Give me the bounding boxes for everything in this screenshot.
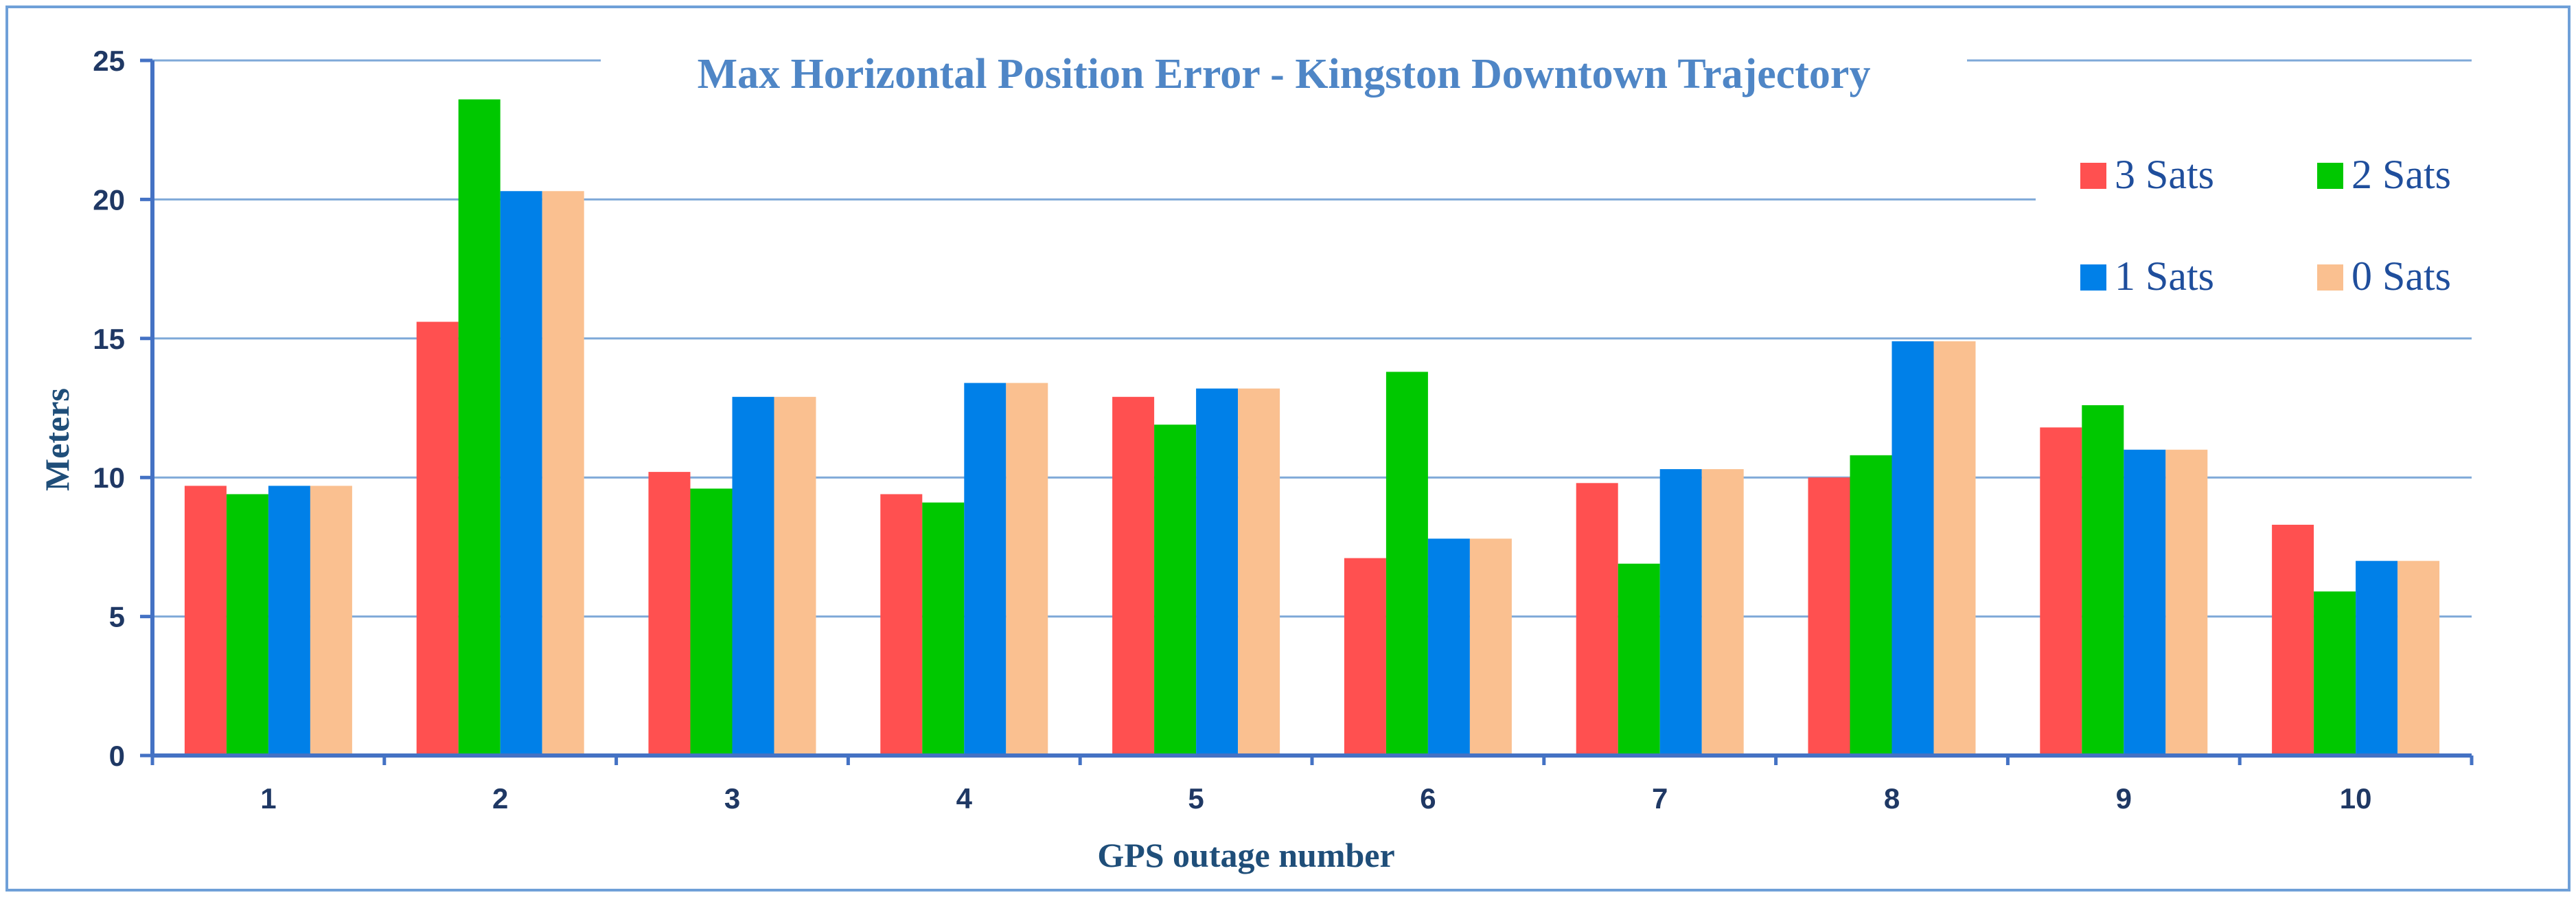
bar-2-sats-outage-7 bbox=[1618, 563, 1660, 756]
y-tick-label: 15 bbox=[93, 323, 125, 355]
legend-label: 2 Sats bbox=[2351, 152, 2451, 197]
bar-1-sats-outage-1 bbox=[268, 486, 310, 756]
x-axis-label: GPS outage number bbox=[1097, 836, 1394, 874]
bar-0-sats-outage-6 bbox=[1469, 538, 1512, 756]
bar-1-sats-outage-7 bbox=[1659, 469, 1702, 756]
axes bbox=[150, 60, 2474, 765]
bar-1-sats-outage-10 bbox=[2356, 560, 2398, 756]
bar-2-sats-outage-5 bbox=[1154, 424, 1197, 756]
x-tick-label: 8 bbox=[1884, 782, 1900, 815]
bar-3-sats-outage-3 bbox=[648, 472, 691, 756]
x-tick-label: 4 bbox=[956, 782, 973, 815]
bar-0-sats-outage-7 bbox=[1701, 469, 1744, 756]
x-tick-label: 7 bbox=[1652, 782, 1668, 815]
bar-3-sats-outage-5 bbox=[1112, 396, 1155, 756]
bar-2-sats-outage-10 bbox=[2314, 591, 2356, 756]
bar-1-sats-outage-8 bbox=[1891, 341, 1934, 756]
x-tick-label: 2 bbox=[492, 782, 508, 815]
bar-2-sats-outage-8 bbox=[1850, 455, 1892, 756]
y-tick-label: 10 bbox=[93, 462, 125, 494]
y-tick-label: 5 bbox=[109, 601, 125, 633]
bar-2-sats-outage-1 bbox=[226, 494, 268, 756]
bar-0-sats-outage-8 bbox=[1933, 341, 1976, 756]
y-axis-label: Meters bbox=[38, 388, 76, 491]
legend: 3 Sats 2 Sats 1 Sats 0 Sats bbox=[2036, 135, 2472, 334]
y-tick-labels: 0 5 10 15 20 25 bbox=[93, 45, 125, 772]
x-tick-label: 9 bbox=[2116, 782, 2132, 815]
bar-0-sats-outage-2 bbox=[542, 191, 584, 756]
bar-2-sats-outage-2 bbox=[458, 99, 501, 756]
bar-0-sats-outage-1 bbox=[310, 486, 352, 756]
bar-0-sats-outage-4 bbox=[1006, 383, 1048, 756]
bar-1-sats-outage-2 bbox=[500, 191, 542, 756]
bar-1-sats-outage-5 bbox=[1196, 388, 1239, 756]
bar-3-sats-outage-10 bbox=[2272, 525, 2314, 756]
bar-3-sats-outage-4 bbox=[880, 494, 923, 756]
bar-2-sats-outage-6 bbox=[1385, 372, 1428, 756]
x-tick-label: 10 bbox=[2340, 782, 2372, 815]
x-tick-labels: 1 2 3 4 5 6 7 8 9 10 bbox=[260, 782, 2371, 815]
legend-swatch bbox=[2080, 264, 2106, 291]
y-tick-label: 25 bbox=[93, 45, 125, 77]
bar-3-sats-outage-6 bbox=[1344, 558, 1386, 756]
legend-swatch bbox=[2317, 163, 2343, 189]
x-tick-label: 6 bbox=[1420, 782, 1436, 815]
bar-2-sats-outage-4 bbox=[922, 502, 965, 756]
bar-3-sats-outage-8 bbox=[1808, 477, 1850, 756]
bar-3-sats-outage-2 bbox=[416, 321, 459, 756]
legend-label: 1 Sats bbox=[2115, 253, 2214, 299]
bar-0-sats-outage-9 bbox=[2165, 449, 2208, 756]
x-tick-label: 1 bbox=[260, 782, 276, 815]
bar-1-sats-outage-3 bbox=[732, 396, 774, 756]
legend-label: 0 Sats bbox=[2351, 253, 2451, 299]
legend-label: 3 Sats bbox=[2115, 152, 2214, 197]
bar-1-sats-outage-4 bbox=[964, 383, 1007, 756]
legend-swatch bbox=[2317, 264, 2343, 291]
bars bbox=[184, 99, 2440, 756]
bar-1-sats-outage-6 bbox=[1427, 538, 1470, 756]
bar-1-sats-outage-9 bbox=[2124, 449, 2166, 756]
x-tick-label: 5 bbox=[1188, 782, 1204, 815]
bar-0-sats-outage-3 bbox=[774, 396, 816, 756]
bar-2-sats-outage-3 bbox=[690, 488, 733, 756]
title-background bbox=[601, 41, 1967, 113]
y-tick-label: 20 bbox=[93, 183, 125, 216]
chart-title: Max Horizontal Position Error - Kingston… bbox=[698, 51, 1871, 98]
bar-3-sats-outage-7 bbox=[1576, 483, 1618, 756]
legend-swatch bbox=[2080, 163, 2106, 189]
bar-2-sats-outage-9 bbox=[2082, 405, 2124, 756]
bar-3-sats-outage-9 bbox=[2040, 427, 2082, 756]
y-tick-label: 0 bbox=[109, 740, 125, 772]
bar-0-sats-outage-5 bbox=[1238, 388, 1280, 756]
x-tick-label: 3 bbox=[724, 782, 740, 815]
legend-background bbox=[2036, 135, 2472, 334]
bar-0-sats-outage-10 bbox=[2397, 560, 2440, 756]
bar-3-sats-outage-1 bbox=[184, 486, 227, 756]
